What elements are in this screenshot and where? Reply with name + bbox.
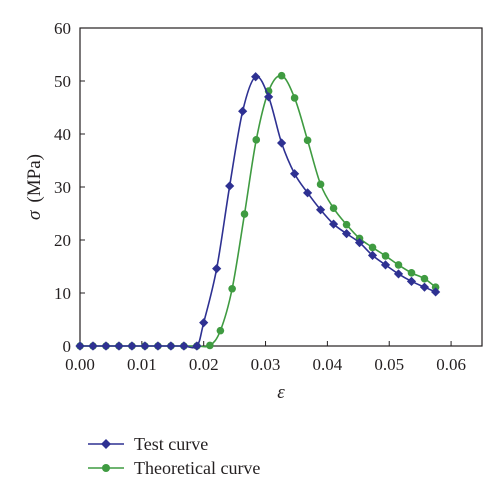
data-point-test-curve: [114, 341, 124, 351]
series-line-test-curve: [80, 75, 436, 349]
y-axis-title: σ (MPa): [24, 154, 45, 220]
series-line-theoretical-curve: [80, 74, 437, 348]
data-point-test-curve: [140, 341, 150, 351]
x-tick-label: 0.05: [374, 355, 404, 374]
data-point-theoretical-curve: [394, 261, 403, 269]
data-point-test-curve: [75, 341, 85, 351]
legend: Test curve Theoretical curve: [88, 434, 260, 478]
data-point-test-curve: [354, 238, 365, 248]
x-tick-label: 0.06: [436, 355, 466, 374]
x-axis: 0.00 0.01 0.02 0.03 0.04 0.05 0.06: [65, 341, 466, 374]
data-point-theoretical-curve: [252, 136, 261, 144]
data-point-theoretical-curve: [303, 136, 312, 145]
y-axis-symbol: σ: [24, 210, 45, 220]
x-tick-label: 0.02: [189, 355, 219, 374]
data-point-test-curve: [315, 205, 326, 215]
data-point-test-curve: [431, 287, 441, 297]
legend-marker-test-curve: [101, 439, 111, 449]
data-point-theoretical-curve: [228, 284, 236, 293]
data-point-theoretical-curve: [420, 274, 429, 283]
data-point-theoretical-curve: [342, 220, 351, 229]
data-point-test-curve: [192, 341, 202, 351]
data-point-test-curve: [225, 181, 235, 191]
series-layer: [75, 71, 441, 351]
data-point-test-curve: [166, 341, 176, 351]
data-point-theoretical-curve: [316, 180, 325, 189]
data-point-test-curve: [328, 219, 339, 229]
data-point-test-curve: [264, 92, 274, 102]
y-tick-label: 60: [54, 19, 71, 38]
data-point-theoretical-curve: [368, 243, 377, 252]
data-point-test-curve: [212, 264, 222, 274]
data-point-test-curve: [290, 169, 300, 179]
data-point-theoretical-curve: [290, 94, 299, 102]
data-point-test-curve: [341, 229, 352, 239]
x-tick-label: 0.03: [251, 355, 281, 374]
data-point-test-curve: [127, 341, 137, 351]
data-point-theoretical-curve: [431, 283, 440, 291]
data-point-test-curve: [101, 341, 111, 351]
data-point-theoretical-curve: [407, 269, 416, 277]
x-tick-label: 0.04: [313, 355, 343, 374]
data-point-theoretical-curve: [329, 204, 338, 212]
data-point-test-curve: [199, 318, 209, 328]
data-point-test-curve: [179, 341, 189, 351]
x-axis-title: ε: [277, 382, 285, 403]
series-theoretical-curve: [76, 71, 440, 350]
data-point-test-curve: [393, 269, 404, 279]
y-axis: 0 10 20 30 40 50 60: [54, 19, 85, 356]
data-point-test-curve: [302, 188, 313, 198]
data-point-test-curve: [406, 276, 417, 286]
data-point-theoretical-curve: [240, 210, 249, 218]
x-tick-label: 0.00: [65, 355, 95, 374]
data-point-test-curve: [251, 72, 261, 82]
y-tick-label: 50: [54, 72, 71, 91]
data-point-test-curve: [367, 250, 378, 260]
data-point-theoretical-curve: [277, 71, 286, 80]
legend-label-theoretical-curve: Theoretical curve: [134, 458, 260, 478]
x-tick-label: 0.01: [127, 355, 157, 374]
legend-item-theoretical-curve: Theoretical curve: [88, 458, 260, 478]
data-point-test-curve: [277, 138, 287, 148]
data-point-test-curve: [88, 341, 98, 351]
y-tick-label: 20: [54, 231, 71, 250]
data-point-test-curve: [238, 106, 248, 116]
legend-marker-theoretical-curve: [102, 464, 110, 472]
y-tick-label: 10: [54, 284, 71, 303]
data-point-theoretical-curve: [216, 326, 225, 335]
data-point-theoretical-curve: [206, 341, 214, 350]
series-test-curve: [75, 72, 441, 351]
y-tick-label: 30: [54, 178, 71, 197]
legend-item-test-curve: Test curve: [88, 434, 208, 454]
data-point-theoretical-curve: [381, 252, 390, 260]
y-axis-unit: (MPa): [24, 154, 45, 203]
data-point-test-curve: [153, 341, 163, 351]
y-tick-label: 0: [63, 337, 72, 356]
data-point-test-curve: [419, 282, 430, 292]
legend-label-test-curve: Test curve: [134, 434, 208, 454]
data-point-test-curve: [380, 260, 391, 270]
y-tick-label: 40: [54, 125, 71, 144]
